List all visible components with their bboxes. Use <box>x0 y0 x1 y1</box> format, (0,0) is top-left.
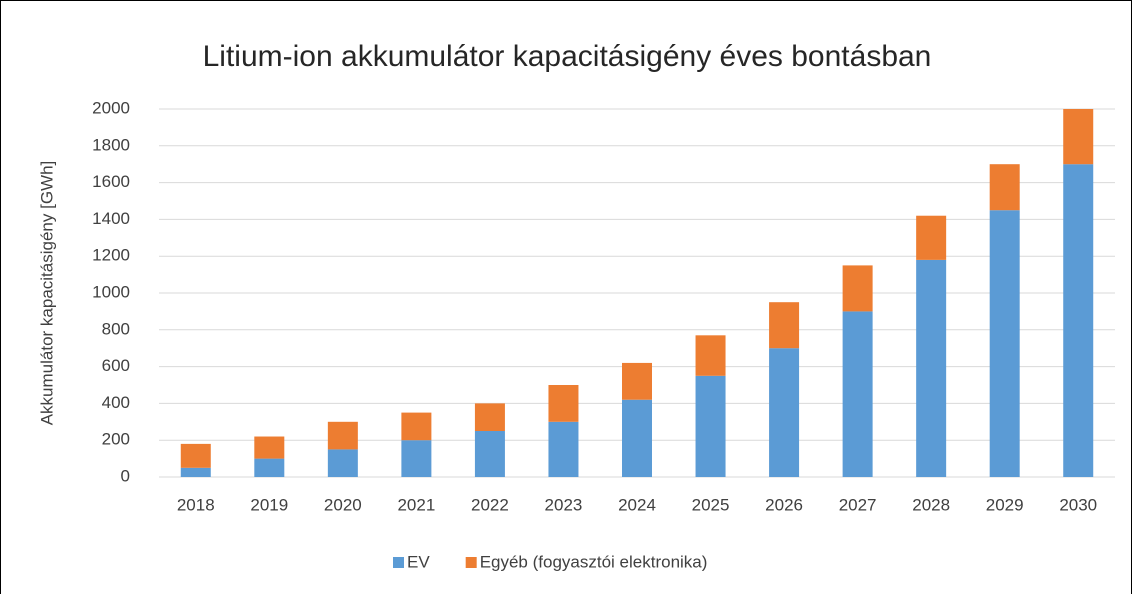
bar-segment <box>769 348 800 477</box>
bar-segment <box>548 421 579 477</box>
bar-segment <box>695 335 726 376</box>
legend-swatch <box>393 557 404 568</box>
x-tick-label: 2025 <box>692 495 730 514</box>
bar-segment <box>622 362 652 400</box>
x-tick-label: 2023 <box>545 495 583 514</box>
bar-segment <box>695 375 726 477</box>
bar-segment <box>842 311 873 477</box>
x-tick-label: 2030 <box>1059 495 1097 514</box>
y-tick-label: 0 <box>121 466 130 485</box>
y-tick-label: 1400 <box>92 209 130 228</box>
y-tick-label: 1800 <box>92 135 130 154</box>
bar-segment <box>916 259 947 477</box>
bar-segment <box>622 399 652 477</box>
y-tick-label: 800 <box>102 319 130 338</box>
bar-segment <box>254 458 285 477</box>
x-tick-label: 2018 <box>177 495 215 514</box>
x-tick-label: 2024 <box>618 495 656 514</box>
bar-segment <box>916 215 947 260</box>
x-tick-label: 2026 <box>765 495 803 514</box>
bar-segment <box>548 385 579 422</box>
legend-label: Egyéb (fogyasztói elektronika) <box>480 552 708 571</box>
y-tick-label: 2000 <box>92 98 130 117</box>
legend-label: EV <box>407 552 430 571</box>
bar-segment <box>327 421 358 450</box>
x-tick-label: 2028 <box>912 495 950 514</box>
bar-segment <box>1063 109 1094 165</box>
bar-segment <box>474 403 505 431</box>
y-tick-label: 400 <box>102 393 130 412</box>
x-tick-label: 2027 <box>839 495 877 514</box>
x-tick-label: 2019 <box>250 495 288 514</box>
bar-segment <box>254 436 285 459</box>
x-tick-label: 2020 <box>324 495 362 514</box>
bar-segment <box>180 467 211 477</box>
bar-segment <box>401 412 432 441</box>
bar-segment <box>180 443 211 468</box>
x-tick-label: 2022 <box>471 495 509 514</box>
chart-title: Litium-ion akkumulátor kapacitásigény év… <box>203 40 932 73</box>
bar-segment <box>989 210 1020 477</box>
y-tick-label: 600 <box>102 356 130 375</box>
bar-segment <box>474 431 505 477</box>
bar-segment <box>769 302 800 349</box>
bar-segment <box>327 449 358 477</box>
bar-segment <box>401 440 432 477</box>
y-axis-label: Akkumulátor kapacitásigény [GWh] <box>37 161 56 426</box>
bar-segment <box>1063 164 1094 477</box>
x-tick-label: 2021 <box>397 495 435 514</box>
bar-segment <box>989 164 1020 211</box>
y-tick-label: 1600 <box>92 172 130 191</box>
y-tick-label: 1200 <box>92 246 130 265</box>
x-tick-label: 2029 <box>986 495 1024 514</box>
legend-swatch <box>465 557 477 568</box>
bar-segment <box>842 265 873 312</box>
y-tick-label: 200 <box>102 430 130 449</box>
y-tick-label: 1000 <box>92 282 130 301</box>
